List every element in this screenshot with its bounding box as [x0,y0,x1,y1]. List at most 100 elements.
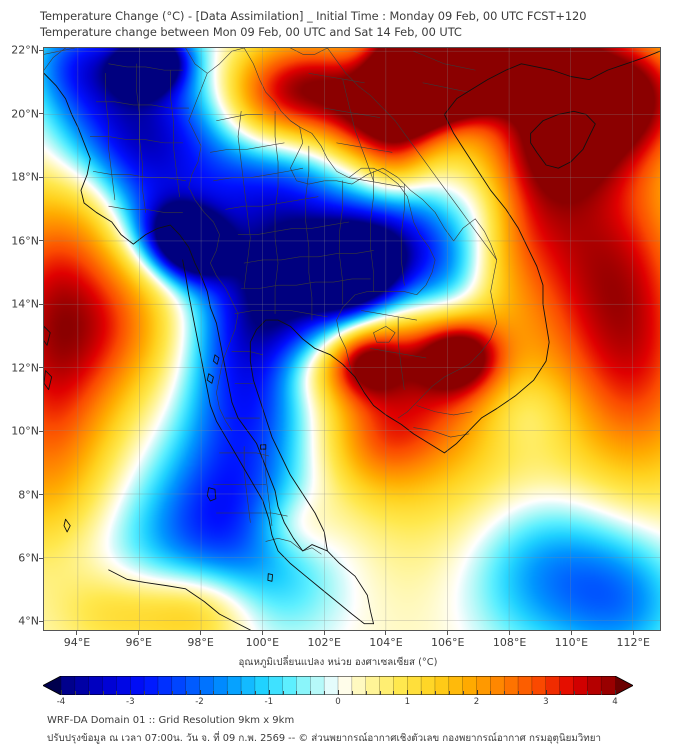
colorbar-tick-label: -3 [126,697,135,707]
longitude-tick-label: 102°E [307,636,341,649]
colorbar-ticks: -4 -3 -2 -1 0 1 2 3 4 [0,690,676,711]
colorbar-minor-tick [573,691,575,695]
colorbar-minor-tick [102,691,104,695]
latitude-tick-mark [39,494,43,496]
colorbar-major-tick [476,690,478,695]
colorbar-major-tick [130,690,132,695]
longitude-tick-mark [447,631,449,635]
latitude-tick-label: 4°N [18,614,39,628]
colorbar-minor-tick [241,691,243,695]
latitude-tick-label: 18°N [11,170,39,184]
colorbar-tick-label: 3 [543,697,549,707]
map-figure: 4°N 6°N 8°N 10°N 12°N 14°N 16°N 18°N 20°N 22°N 94… [0,0,661,660]
colorbar-block: อุณหภูมิเปลี่ยนแปลง หน่วย องศาเซลเซียส (… [0,655,676,710]
colorbar-major-tick [407,690,409,695]
latitude-tick-label: 22°N [11,43,39,57]
latitude-tick-mark [39,367,43,369]
colorbar-minor-tick [587,691,589,695]
colorbar-gradient [43,676,633,695]
chart-title-line-2: Temperature change between Mon 09 Feb, 0… [40,25,462,39]
colorbar-minor-tick [116,691,118,695]
latitude-tick-mark [39,620,43,622]
colorbar-minor-tick [88,691,90,695]
latitude-tick-label: 20°N [11,107,39,121]
colorbar-minor-tick [144,691,146,695]
longitude-tick-mark [509,631,511,635]
longitude-tick-label: 100°E [245,636,280,649]
colorbar-major-tick [199,690,201,695]
footer-update-credit: ปรับปรุงข้อมูล ณ เวลา 07:00น. วัน จ. ที่… [47,733,601,744]
longitude-tick-label: 96°E [125,636,153,649]
longitude-tick-label: 108°E [492,636,527,649]
colorbar-minor-tick [421,691,423,695]
longitude-tick-label: 112°E [616,636,650,649]
longitude-tick-mark [385,631,387,635]
longitude-tick-mark [76,631,78,635]
longitude-tick-mark [323,631,325,635]
chart-title-line-1: Temperature Change (°C) - [Data Assimila… [40,9,587,23]
longitude-tick-mark [570,631,572,635]
colorbar-label: อุณหภูมิเปลี่ยนแปลง หน่วย องศาเซลเซียส (… [238,657,438,668]
latitude-tick-mark [39,303,43,305]
latitude-tick-label: 12°N [11,361,39,375]
latitude-tick-mark [39,557,43,559]
chart-title-block: Temperature Change (°C) - [Data Assimila… [40,8,640,40]
colorbar-major-tick [61,690,62,695]
colorbar-tick-label: 4 [612,697,618,707]
latitude-tick-mark [39,113,43,115]
longitude-tick-label: 106°E [431,636,465,649]
map-gridlines [44,48,660,630]
map-plot-area[interactable] [43,47,661,631]
colorbar-minor-tick [379,691,381,695]
temperature-change-heatmap [44,48,660,630]
footer-model-info: WRF-DA Domain 01 :: Grid Resolution 9km … [47,715,295,726]
colorbar-tick-label: 0 [335,697,341,707]
latitude-tick-label: 6°N [18,551,39,565]
colorbar-minor-tick [393,691,395,695]
colorbar-minor-tick [296,691,298,695]
colorbar-minor-tick [351,691,353,695]
colorbar-minor-tick [365,691,367,695]
longitude-tick-label: 94°E [63,636,91,649]
longitude-tick-label: 104°E [369,636,403,649]
longitude-tick-mark [138,631,140,635]
colorbar-minor-tick [213,691,215,695]
latitude-tick-label: 8°N [18,488,39,502]
latitude-tick-label: 16°N [11,234,39,248]
colorbar-minor-tick [504,691,506,695]
colorbar-tick-label: -2 [195,697,204,707]
longitude-tick-label: 110°E [554,636,589,649]
colorbar-minor-tick [435,691,436,695]
colorbar-minor-tick [324,691,326,695]
colorbar-major-tick [545,690,547,695]
colorbar-minor-tick [185,691,187,695]
colorbar-minor-tick [518,691,519,695]
latitude-tick-mark [39,49,43,51]
colorbar-tick-label: 1 [404,697,411,707]
colorbar-minor-tick [601,691,603,695]
colorbar-minor-tick [171,691,173,695]
latitude-tick-mark [39,176,43,178]
colorbar-minor-tick [157,691,159,695]
colorbar-minor-tick [490,691,492,695]
footer-block: WRF-DA Domain 01 :: Grid Resolution 9km … [47,712,667,748]
longitude-tick-mark [200,631,202,635]
colorbar-tick-label: 2 [473,697,480,707]
latitude-axis: 4°N 6°N 8°N 10°N 12°N 14°N 16°N 18°N 20°N 22°N [0,0,43,660]
colorbar-minor-tick [74,691,76,695]
latitude-tick-label: 14°N [11,297,39,311]
longitude-tick-label: 98°E [187,636,214,649]
colorbar-minor-tick [227,691,229,695]
latitude-tick-mark [39,240,43,242]
longitude-axis: 94°E 96°E 98°E 100°E 102°E 104°E 106°E 108°E 110… [63,631,650,649]
colorbar-minor-tick [310,691,312,695]
colorbar-minor-tick [559,691,561,695]
colorbar-major-tick [268,690,270,695]
colorbar-minor-tick [531,691,533,695]
colorbar-minor-tick [282,691,284,695]
colorbar-minor-tick [462,691,464,695]
latitude-tick-mark [39,430,43,432]
colorbar-minor-tick [448,691,450,695]
colorbar-minor-tick [254,691,256,695]
longitude-tick-mark [632,631,634,635]
